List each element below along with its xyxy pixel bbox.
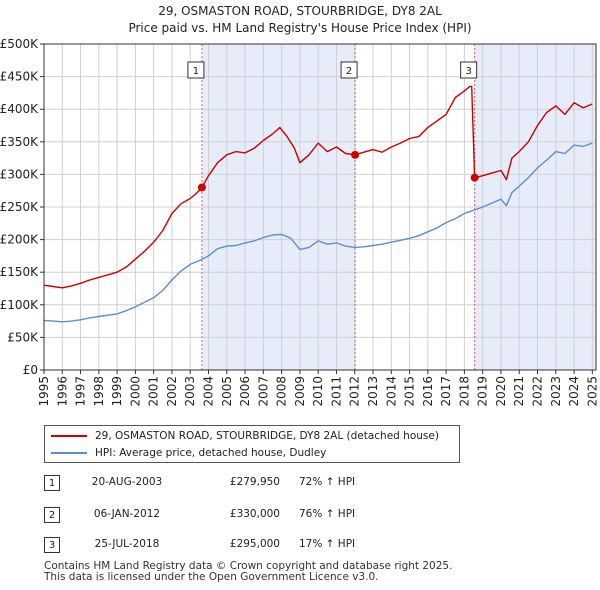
sale-point bbox=[351, 150, 360, 159]
sale-badge-label: 2 bbox=[346, 66, 352, 77]
sale-badge-label: 1 bbox=[193, 66, 199, 77]
transaction-date: 06-JAN-2012 bbox=[93, 508, 161, 520]
x-tick-label: 2014 bbox=[384, 376, 398, 407]
legend-item-price: 29, OSMASTON ROAD, STOURBRIDGE, DY8 2AL … bbox=[51, 428, 439, 444]
x-tick-label: 2022 bbox=[531, 376, 545, 407]
x-tick-label: 2023 bbox=[549, 376, 563, 407]
transaction-hpi: 17% ↑ HPI bbox=[299, 538, 356, 550]
y-tick-label: £500K bbox=[0, 37, 39, 51]
transaction-price: £330,000 bbox=[229, 508, 280, 520]
chart-title-line2: Price paid vs. HM Land Registry's House … bbox=[128, 21, 472, 35]
y-tick-label: £200K bbox=[0, 233, 39, 247]
x-tick-label: 2006 bbox=[238, 376, 252, 407]
y-tick-label: £250K bbox=[0, 200, 39, 214]
grid-lines bbox=[43, 43, 596, 371]
x-axis-ticks: 1995 1996 1997 1998 1999 2000 2001 2002 2003 2004… bbox=[37, 370, 599, 407]
footer-attribution: Contains HM Land Registry data © Crown c… bbox=[44, 561, 452, 583]
legend-price-label: 29, OSMASTON ROAD, STOURBRIDGE, DY8 2AL … bbox=[95, 430, 439, 442]
x-tick-label: 2015 bbox=[403, 376, 417, 407]
x-tick-label: 2004 bbox=[202, 376, 216, 407]
chart-legend: 29, OSMASTON ROAD, STOURBRIDGE, DY8 2AL … bbox=[44, 425, 460, 463]
x-tick-label: 2003 bbox=[183, 376, 197, 407]
x-tick-label: 2000 bbox=[128, 376, 142, 407]
x-tick-label: 2002 bbox=[165, 376, 179, 407]
y-tick-label: £0 bbox=[23, 363, 38, 377]
legend-hpi-swatch bbox=[51, 452, 87, 454]
footer-line2: This data is licensed under the Open Gov… bbox=[44, 571, 379, 583]
y-tick-label: £450K bbox=[0, 70, 39, 84]
legend-hpi-label: HPI: Average price, detached house, Dudl… bbox=[95, 447, 327, 459]
transaction-date: 20-AUG-2003 bbox=[91, 476, 163, 488]
sale-point bbox=[197, 183, 206, 192]
x-tick-label: 2010 bbox=[311, 376, 325, 407]
x-tick-label: 2018 bbox=[457, 376, 471, 407]
sale-badge-label: 3 bbox=[465, 66, 471, 77]
hpi-series-line bbox=[43, 142, 593, 323]
sale-point bbox=[470, 173, 479, 182]
x-tick-label: 2021 bbox=[512, 376, 526, 407]
y-axis-ticks: £0 £50K £100K £150K £200K £250K £300K £350K £400… bbox=[0, 37, 44, 377]
transaction-number: 2 bbox=[44, 507, 60, 523]
x-tick-label: 1997 bbox=[74, 376, 88, 407]
y-tick-label: £400K bbox=[0, 102, 39, 116]
x-tick-label: 2012 bbox=[348, 376, 362, 407]
sale-points bbox=[197, 150, 479, 192]
series-lines bbox=[43, 85, 593, 323]
y-tick-label: £100K bbox=[0, 298, 39, 312]
legend-item-hpi: HPI: Average price, detached house, Dudl… bbox=[51, 445, 326, 461]
transaction-number: 1 bbox=[44, 475, 60, 491]
x-tick-label: 2011 bbox=[329, 376, 343, 407]
sale-badge-box bbox=[187, 61, 205, 79]
x-tick-label: 2009 bbox=[293, 376, 307, 407]
transaction-price: £295,000 bbox=[229, 538, 280, 550]
x-tick-label: 2007 bbox=[256, 376, 270, 407]
x-tick-label: 2008 bbox=[275, 376, 289, 407]
chart-title-line1: 29, OSMASTON ROAD, STOURBRIDGE, DY8 2AL bbox=[158, 4, 442, 18]
x-tick-label: 2016 bbox=[421, 376, 435, 407]
x-tick-label: 1998 bbox=[92, 376, 106, 407]
x-tick-label: 1996 bbox=[55, 376, 69, 407]
footer-line1: Contains HM Land Registry data © Crown c… bbox=[44, 560, 453, 572]
sale-badge-box bbox=[460, 61, 478, 79]
x-tick-label: 2024 bbox=[567, 376, 581, 407]
x-tick-label: 2019 bbox=[476, 376, 490, 407]
transaction-number: 3 bbox=[44, 537, 60, 553]
legend-price-swatch bbox=[51, 435, 87, 437]
transaction-hpi: 76% ↑ HPI bbox=[299, 508, 356, 520]
x-tick-label: 1995 bbox=[37, 376, 51, 407]
sale-badges: 1 2 3 bbox=[187, 61, 478, 79]
x-tick-label: 2025 bbox=[585, 376, 599, 407]
transaction-price: £279,950 bbox=[229, 476, 280, 488]
x-tick-label: 2013 bbox=[366, 376, 380, 407]
x-tick-label: 2005 bbox=[220, 376, 234, 407]
x-tick-label: 2017 bbox=[439, 376, 453, 407]
chart-title: 29, OSMASTON ROAD, STOURBRIDGE, DY8 2AL … bbox=[0, 3, 600, 37]
transaction-date: 25-JUL-2018 bbox=[94, 538, 160, 550]
y-tick-label: £350K bbox=[0, 135, 39, 149]
transaction-hpi: 72% ↑ HPI bbox=[299, 476, 356, 488]
y-tick-label: £300K bbox=[0, 167, 39, 181]
y-tick-label: £150K bbox=[0, 265, 39, 279]
y-tick-label: £50K bbox=[7, 330, 39, 344]
x-tick-label: 2020 bbox=[494, 376, 508, 407]
price-chart: £0 £50K £100K £150K £200K £250K £300K £350K £400… bbox=[0, 37, 599, 407]
sale-badge-box bbox=[340, 61, 358, 79]
x-tick-label: 1999 bbox=[110, 376, 124, 407]
price-series-line bbox=[43, 85, 593, 289]
x-tick-label: 2001 bbox=[147, 376, 161, 407]
